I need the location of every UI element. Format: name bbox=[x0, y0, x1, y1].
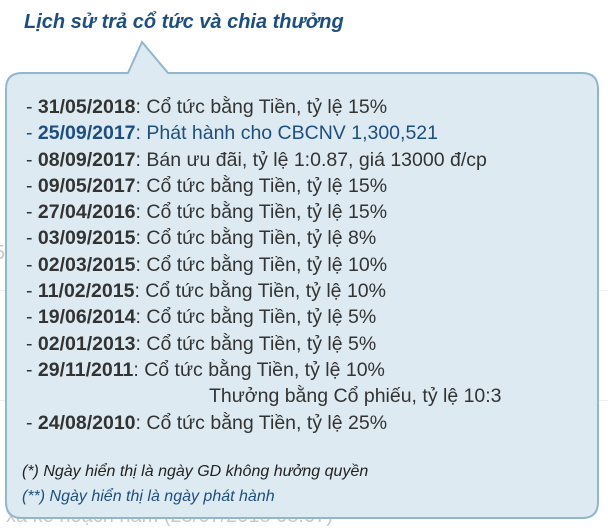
dividend-row: - 25/09/2017: Phát hành cho CBCNV 1,300,… bbox=[26, 122, 438, 145]
dividend-row: - 19/06/2014: Cổ tức bằng Tiền, tỷ lệ 5% bbox=[26, 306, 377, 329]
tooltip-frame bbox=[5, 40, 599, 519]
dividend-history-title: Lịch sử trả cổ tức và chia thưởng bbox=[24, 11, 344, 33]
footnote-ex-rights-date: (*) Ngày hiển thị là ngày GD không hưởng… bbox=[22, 463, 369, 480]
row-date: 02/01/2013 bbox=[37, 332, 136, 355]
row-date: 19/06/2014 bbox=[37, 306, 136, 329]
dividend-row: - 08/09/2017: Bán ưu đãi, tỷ lệ 1:0.87, … bbox=[26, 148, 487, 171]
dividend-row-continuation: Thưởng bằng Cổ phiếu, tỷ lệ 10:3 bbox=[26, 383, 502, 409]
dividend-row: - 27/04/2016: Cổ tức bằng Tiền, tỷ lệ 15… bbox=[26, 201, 388, 224]
row-description: : Phát hành cho CBCNV 1,300,521 bbox=[135, 122, 438, 145]
row-description: : Cổ tức bằng Tiền, tỷ lệ 10% bbox=[134, 280, 386, 303]
row-description: : Cổ tức bằng Tiền, tỷ lệ 15% bbox=[135, 96, 388, 118]
row-date: 31/05/2018 bbox=[37, 96, 136, 118]
dividend-row: - 29/11/2011: Cổ tức bằng Tiền, tỷ lệ 10… bbox=[26, 358, 385, 381]
dividend-row: - 11/02/2015: Cổ tức bằng Tiền, tỷ lệ 10… bbox=[26, 280, 386, 303]
tooltip-footnotes: (*) Ngày hiển thị là ngày GD không hưởng… bbox=[22, 459, 368, 509]
row-date: 27/04/2016 bbox=[37, 201, 136, 224]
row-date: 09/05/2017 bbox=[37, 174, 136, 197]
row-description: : Cổ tức bằng Tiền, tỷ lệ 15% bbox=[135, 201, 388, 224]
dividend-row: - 02/03/2015: Cổ tức bằng Tiền, tỷ lệ 10… bbox=[26, 253, 388, 276]
dividend-row: - 09/05/2017: Cổ tức bằng Tiền, tỷ lệ 15… bbox=[26, 174, 388, 197]
dividend-row: - 02/01/2013: Cổ tức bằng Tiền, tỷ lệ 5% bbox=[26, 332, 377, 355]
tooltip-bubble bbox=[5, 40, 599, 519]
row-description: Thưởng bằng Cổ phiếu, tỷ lệ 10:3 bbox=[209, 385, 502, 408]
dividend-history-list: - 31/05/2018: Cổ tức bằng Tiền, tỷ lệ 15… bbox=[26, 94, 502, 436]
row-date: 29/11/2011 bbox=[37, 358, 134, 381]
row-description: : Bán ưu đãi, tỷ lệ 1:0.87, giá 13000 đ/… bbox=[135, 148, 487, 171]
footnote-issue-date: (**) Ngày hiển thị là ngày phát hành bbox=[22, 488, 275, 505]
row-description: : Cổ tức bằng Tiền, tỷ lệ 10% bbox=[135, 253, 388, 276]
dividend-row: - 03/09/2015: Cổ tức bằng Tiền, tỷ lệ 8% bbox=[26, 227, 377, 250]
row-description: : Cổ tức bằng Tiền, tỷ lệ 25% bbox=[135, 411, 388, 434]
dividend-history-tooltip bbox=[4, 40, 600, 520]
row-date: 25/09/2017 bbox=[37, 122, 136, 145]
dividend-row: - 31/05/2018: Cổ tức bằng Tiền, tỷ lệ 15… bbox=[26, 96, 388, 118]
row-description: : Cổ tức bằng Tiền, tỷ lệ 5% bbox=[135, 332, 377, 355]
dividend-row: - 24/08/2010: Cổ tức bằng Tiền, tỷ lệ 25… bbox=[26, 411, 388, 434]
row-description: : Cổ tức bằng Tiền, tỷ lệ 15% bbox=[135, 174, 388, 197]
row-date: 11/02/2015 bbox=[37, 280, 135, 303]
row-description: : Cổ tức bằng Tiền, tỷ lệ 8% bbox=[135, 227, 377, 250]
row-date: 24/08/2010 bbox=[37, 411, 136, 434]
row-description: : Cổ tức bằng Tiền, tỷ lệ 5% bbox=[135, 306, 377, 329]
row-date: 02/03/2015 bbox=[37, 253, 136, 276]
row-date: 08/09/2017 bbox=[37, 148, 136, 171]
row-description: : Cổ tức bằng Tiền, tỷ lệ 10% bbox=[133, 358, 385, 381]
row-date: 03/09/2015 bbox=[37, 227, 136, 250]
